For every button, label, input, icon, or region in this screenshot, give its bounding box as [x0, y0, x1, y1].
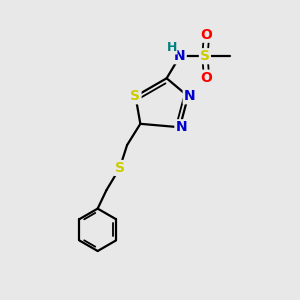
Text: S: S — [200, 49, 210, 63]
Text: S: S — [115, 161, 125, 175]
Text: O: O — [200, 71, 212, 85]
Text: O: O — [200, 28, 212, 42]
Text: S: S — [130, 89, 140, 103]
Text: N: N — [184, 89, 195, 103]
Text: N: N — [176, 120, 187, 134]
Text: H: H — [167, 41, 177, 54]
Text: N: N — [174, 49, 186, 63]
